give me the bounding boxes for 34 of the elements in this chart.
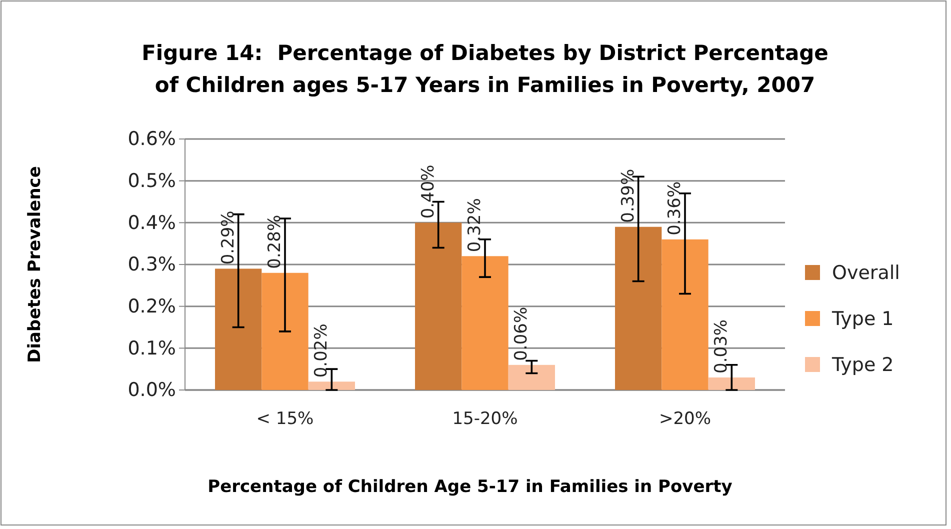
x-tick-label: < 15% (256, 409, 314, 430)
legend-label: Type 2 (831, 354, 894, 376)
y-tick-label: 0.0% (128, 379, 176, 402)
bar (262, 272, 308, 390)
bar (462, 256, 508, 390)
data-label: 0.39% (618, 168, 638, 223)
x-tick-label: >20% (658, 409, 712, 430)
y-tick-label: 0.4% (128, 212, 176, 234)
y-tick-label: 0.6% (128, 128, 176, 150)
y-tick-label: 0.2% (128, 295, 176, 318)
bar (215, 268, 262, 390)
data-label: 0.02% (312, 324, 332, 378)
y-tick-label: 0.5% (128, 170, 176, 192)
y-axis-title: Diabetes Prevalence (25, 166, 45, 363)
data-label: 0.32% (465, 198, 485, 252)
bar (508, 364, 555, 390)
x-axis-title: Percentage of Children Age 5-17 in Families in Poverty (208, 477, 732, 497)
data-label: 0.36% (665, 181, 685, 236)
data-label: 0.40% (418, 164, 438, 219)
bar (662, 239, 708, 390)
data-label: 0.28% (265, 214, 285, 269)
bar (415, 222, 462, 390)
data-label: 0.03% (712, 319, 732, 374)
y-tick-label: 0.1% (128, 337, 176, 360)
chart-title: Figure 14: Percentage of Diabetes by District Percentage of Children ages 5-17 Years in Families in Poverty, 2007 (142, 41, 828, 97)
y-tick-label: 0.3% (128, 254, 176, 276)
bar (615, 226, 662, 390)
bar (308, 382, 355, 390)
data-label: 0.29% (218, 210, 238, 265)
x-tick-label: 15-20% (452, 409, 518, 430)
legend-label: Type 1 (831, 308, 894, 330)
bar (708, 377, 755, 390)
data-label: 0.06% (512, 306, 532, 361)
legend-label: Overall (832, 262, 900, 284)
